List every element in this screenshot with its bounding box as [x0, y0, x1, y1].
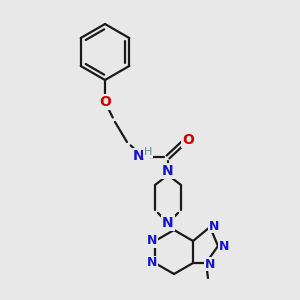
Text: O: O: [182, 133, 194, 147]
Text: N: N: [205, 257, 215, 271]
Text: O: O: [99, 95, 111, 109]
Text: N: N: [162, 164, 174, 178]
Text: N: N: [209, 220, 219, 232]
Text: N: N: [147, 235, 157, 248]
Text: H: H: [144, 147, 152, 157]
Text: N: N: [133, 149, 145, 163]
Text: N: N: [219, 239, 229, 253]
Text: N: N: [162, 216, 174, 230]
Text: N: N: [147, 256, 157, 269]
